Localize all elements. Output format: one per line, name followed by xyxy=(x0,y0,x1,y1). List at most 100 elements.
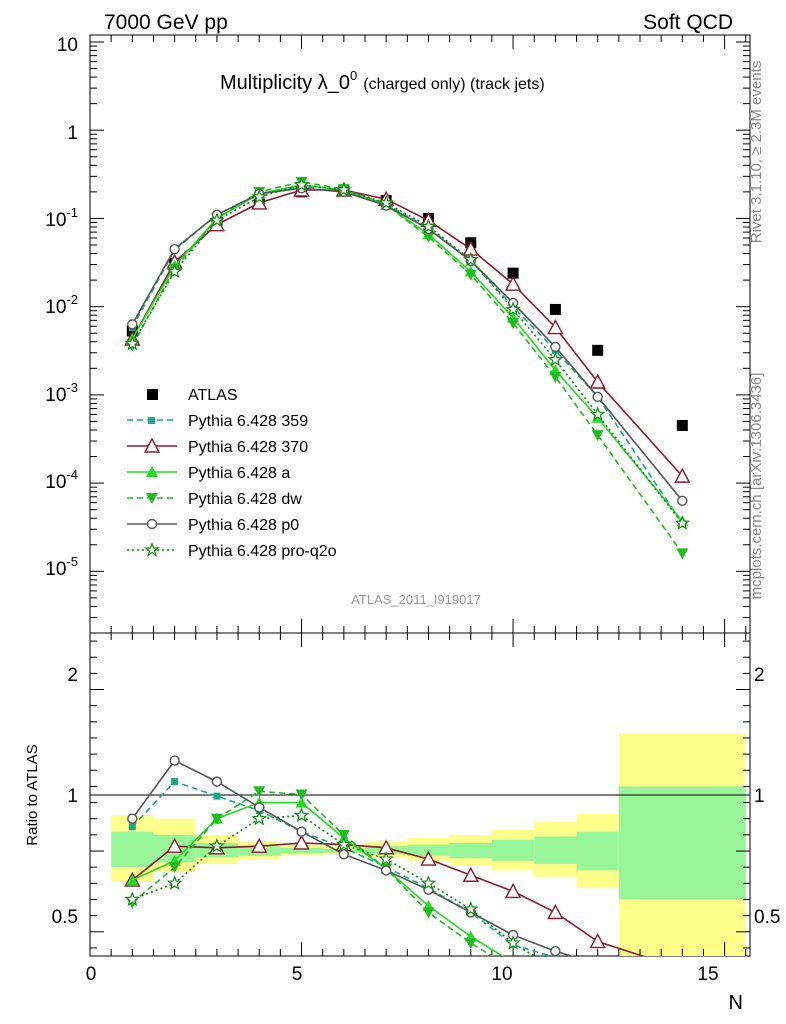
svg-text:Pythia 6.428 370: Pythia 6.428 370 xyxy=(188,439,308,456)
ratio-point xyxy=(676,993,688,1005)
data-point xyxy=(547,351,564,367)
legend-item-pythia-359: Pythia 6.428 359 xyxy=(127,413,308,430)
data-point xyxy=(209,212,225,228)
ratio-point xyxy=(594,961,601,968)
ratio-point xyxy=(463,901,479,916)
ratio-point xyxy=(253,786,266,798)
plot-title-sup: 0 xyxy=(350,68,357,83)
data-point xyxy=(504,275,522,291)
ratio-point xyxy=(420,875,437,890)
ratio-point xyxy=(592,975,604,987)
mcplots-label: mcplots.cern.ch [arXiv:1306.3436] xyxy=(748,373,765,600)
ratio-point xyxy=(547,903,564,920)
svg-text:ATLAS: ATLAS xyxy=(188,387,238,404)
ratio-point xyxy=(254,802,265,813)
data-point xyxy=(166,263,183,279)
data-point xyxy=(251,188,267,204)
ratio-point xyxy=(676,1002,688,1013)
data-point xyxy=(422,231,435,243)
y-tick-label-1e-2: 10-2 xyxy=(45,292,78,318)
legend-item-pythia-a: Pythia 6.428 a xyxy=(127,465,290,482)
rivet-label: Rivet 3.1.10, ≥ 2.3M events xyxy=(748,61,765,244)
ratio-point xyxy=(592,990,604,1001)
data-point xyxy=(127,319,138,330)
ratio-band-green xyxy=(449,842,492,859)
data-point xyxy=(507,318,520,330)
header-right: Soft QCD xyxy=(643,11,733,34)
ratio-band-green xyxy=(618,786,746,900)
ratio-y-tick-label-right-2: 2 xyxy=(754,665,765,686)
plot-title-main: Multiplicity λ_0 xyxy=(220,72,350,94)
ratio-point xyxy=(675,962,689,975)
ratio-y-axis-label: Ratio to ATLAS xyxy=(24,744,41,845)
data-point xyxy=(549,371,562,383)
ratio-point xyxy=(168,862,181,874)
svg-text:Pythia 6.428 a: Pythia 6.428 a xyxy=(188,465,290,482)
main-plot-series xyxy=(124,176,691,560)
ratio-pythia-6-428-pro-q2o xyxy=(124,807,688,1005)
x-tick-label-10: 10 xyxy=(491,964,512,985)
data-point xyxy=(589,373,606,389)
data-point xyxy=(124,335,141,351)
axis-ticks xyxy=(89,35,750,956)
x-tick-label-0: 0 xyxy=(86,964,97,985)
ratio-pythia-6-428-p0 xyxy=(127,755,687,994)
y-tick-label-10: 10 xyxy=(57,35,78,56)
data-point xyxy=(591,430,604,442)
ratio-point xyxy=(378,850,394,866)
analysis-watermark: ATLAS_2011_I919017 xyxy=(351,592,481,607)
plot-title: Multiplicity λ_00 (charged only) (track j… xyxy=(220,68,545,94)
data-point xyxy=(378,194,394,210)
ratio-point xyxy=(293,807,310,823)
top-y-tick-labels: 10-5 10-4 10-3 10-2 10-1 1 10 xyxy=(45,35,78,580)
data-point xyxy=(336,181,352,197)
ratio-plot-series xyxy=(124,755,689,1013)
ratio-point xyxy=(169,755,180,766)
x-axis-label: N xyxy=(729,992,743,1014)
ratio-point xyxy=(549,974,561,985)
ratio-y-tick-label-right-0.5: 0.5 xyxy=(754,907,780,928)
ratio-point xyxy=(678,985,687,994)
ratio-point xyxy=(676,994,688,1005)
ratio-point xyxy=(213,792,221,800)
data-point xyxy=(550,341,561,353)
ratio-point xyxy=(210,813,223,825)
data-point xyxy=(549,303,561,315)
ratio-point xyxy=(380,865,392,876)
ratio-y-tick-label-0.5: 0.5 xyxy=(52,907,78,928)
ratio-point xyxy=(338,849,350,860)
x-tick-label-5: 5 xyxy=(292,964,303,985)
ratio-point xyxy=(593,960,602,969)
ratio-band-green xyxy=(576,831,619,871)
y-tick-label-1e-1: 10-1 xyxy=(45,205,78,231)
ratio-point xyxy=(679,996,686,1003)
ratio-point xyxy=(128,823,136,831)
ratio-band-green xyxy=(280,847,323,854)
legend: ATLAS Pythia 6.428 359 Pythia 6.428 370 … xyxy=(127,387,337,560)
data-point xyxy=(592,391,603,403)
ratio-point xyxy=(126,874,139,886)
ratio-point xyxy=(422,907,435,919)
data-point xyxy=(674,515,691,530)
ratio-band-green xyxy=(407,844,450,856)
ratio-point xyxy=(592,979,604,990)
ratio-point xyxy=(251,810,267,826)
ratio-point xyxy=(296,826,307,837)
ratio-point xyxy=(549,962,561,974)
ratio-point xyxy=(420,850,437,866)
svg-text:Pythia 6.428 p0: Pythia 6.428 p0 xyxy=(188,517,299,534)
data-point xyxy=(589,406,606,422)
legend-item-pythia-p0: Pythia 6.428 p0 xyxy=(127,517,299,534)
svg-text:Pythia 6.428 dw: Pythia 6.428 dw xyxy=(188,491,302,508)
ratio-point xyxy=(295,789,308,801)
series-pythia-6-428-pro-q2o xyxy=(124,176,691,530)
ratio-point xyxy=(166,875,183,890)
data-point xyxy=(293,176,310,192)
ratio-point xyxy=(337,829,350,841)
data-point xyxy=(507,267,519,279)
data-point xyxy=(676,548,689,560)
ratio-y-tick-label-right-1: 1 xyxy=(754,786,765,807)
data-point xyxy=(464,269,477,281)
ratio-point xyxy=(127,813,138,824)
